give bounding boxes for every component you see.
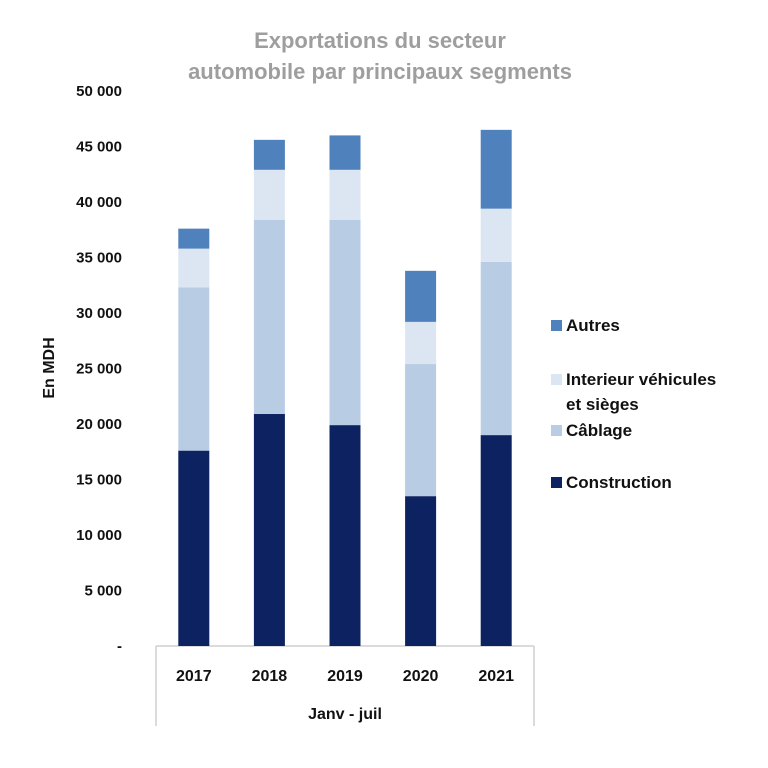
bar-2019-interieur-v-hicules-et-si-ges — [329, 169, 361, 220]
y-tick-label: 45 000 — [76, 139, 122, 156]
bar-2020-autres — [405, 270, 437, 322]
y-tick-label: 30 000 — [76, 305, 122, 322]
y-tick-label: 25 000 — [76, 361, 122, 378]
x-tick-label: 2017 — [176, 668, 212, 685]
bar-2018-autres — [253, 139, 285, 170]
legend-label: et sièges — [566, 395, 639, 414]
y-tick-label: 20 000 — [76, 416, 122, 433]
legend-label: Construction — [566, 473, 672, 492]
x-axis-ticks: 2017 2018 2019 2020 2021 — [176, 668, 514, 685]
bar-2017-construction — [178, 450, 210, 646]
x-tick-label: 2021 — [478, 668, 514, 685]
bar-2017-interieur-v-hicules-et-si-ges — [178, 248, 210, 288]
chart-title-line-1: Exportations du secteur — [254, 28, 506, 53]
bars — [178, 129, 512, 646]
bar-2019-autres — [329, 135, 361, 170]
bar-2017-c-blage — [178, 287, 210, 451]
legend-swatch-construction — [551, 477, 562, 488]
chart-title-line-2: automobile par principaux segments — [188, 59, 572, 84]
bar-2021-construction — [480, 435, 512, 646]
bar-2018-construction — [253, 414, 285, 646]
bar-2019-construction — [329, 425, 361, 646]
legend-label: Câblage — [566, 421, 632, 440]
legend-label: Interieur véhicules — [566, 370, 716, 389]
legend-swatch-interieur-v-hicules-et-si-ges — [551, 374, 562, 385]
legend-swatch-autres — [551, 320, 562, 331]
y-tick-label: 15 000 — [76, 472, 122, 489]
legend: Autres Interieur véhicules et sièges Câblag… — [551, 316, 716, 492]
y-tick-label: 5 000 — [84, 583, 122, 600]
y-axis-label: En MDH — [41, 337, 58, 398]
bar-2020-c-blage — [405, 364, 437, 497]
x-tick-label: 2020 — [403, 668, 439, 685]
bar-2021-interieur-v-hicules-et-si-ges — [480, 208, 512, 262]
bar-2017-autres — [178, 228, 210, 249]
bar-2020-interieur-v-hicules-et-si-ges — [405, 321, 437, 365]
y-tick-label: 50 000 — [76, 83, 122, 100]
bar-2020-construction — [405, 496, 437, 646]
legend-swatch-c-blage — [551, 425, 562, 436]
y-tick-label: 40 000 — [76, 194, 122, 211]
x-axis-label: Janv - juil — [308, 706, 382, 723]
x-tick-label: 2019 — [327, 668, 363, 685]
y-axis-ticks: - 5 000 10 000 15 000 20 000 25 000 30 000 35 0… — [76, 83, 122, 655]
bar-2021-autres — [480, 129, 512, 209]
x-tick-label: 2018 — [252, 668, 288, 685]
y-tick-label: 35 000 — [76, 250, 122, 267]
y-tick-label: 10 000 — [76, 527, 122, 544]
legend-label: Autres — [566, 316, 620, 335]
bar-2018-c-blage — [253, 219, 285, 415]
bar-2019-c-blage — [329, 219, 361, 426]
bar-2018-interieur-v-hicules-et-si-ges — [253, 169, 285, 220]
y-tick-label: - — [117, 638, 122, 655]
bar-2021-c-blage — [480, 261, 512, 436]
